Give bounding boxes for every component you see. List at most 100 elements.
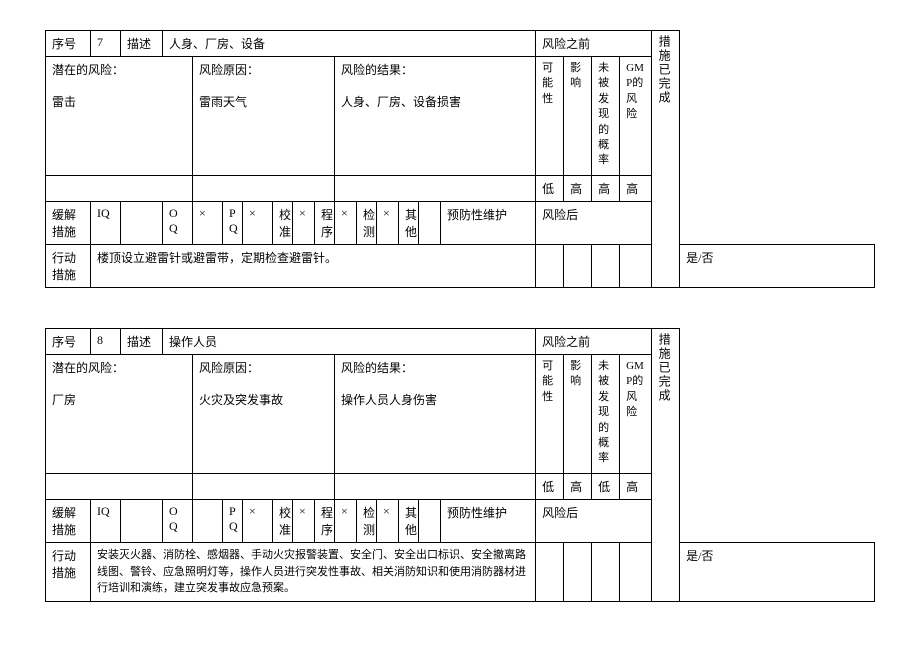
after-4 xyxy=(620,245,652,288)
label-action: 行动措施 xyxy=(46,245,91,288)
label-iq: IQ xyxy=(91,202,121,245)
action-value: 楼顶设立避雷针或避雷带，定期检查避雷针。 xyxy=(91,245,536,288)
yesno-value: 是/否 xyxy=(680,543,875,602)
label-impact: 影响 xyxy=(564,355,592,474)
label-action: 行动措施 xyxy=(46,543,91,602)
label-prog: 程序 xyxy=(315,500,335,543)
prog-x: × xyxy=(335,500,357,543)
cause-cont xyxy=(193,176,335,202)
cause-cell: 风险原因： 雷雨天气 xyxy=(193,57,335,176)
label-result: 风险的结果： xyxy=(341,61,529,78)
cal-x: × xyxy=(293,202,315,245)
label-potential: 潜在的风险： xyxy=(52,359,186,376)
label-possibility: 可能性 xyxy=(536,57,564,176)
oq-x xyxy=(193,500,223,543)
iq-x xyxy=(121,500,163,543)
poss-value: 低 xyxy=(536,474,564,500)
potential-value: 雷击 xyxy=(52,93,186,110)
label-done: 措施已完成 xyxy=(652,31,680,288)
gmp-value: 高 xyxy=(620,176,652,202)
undet-value: 低 xyxy=(592,474,620,500)
label-mitigation: 缓解措施 xyxy=(46,500,91,543)
undet-value: 高 xyxy=(592,176,620,202)
potential-cell: 潜在的风险： 厂房 xyxy=(46,355,193,474)
label-cause: 风险原因： xyxy=(199,359,328,376)
result-value: 人身、厂房、设备损害 xyxy=(341,93,529,110)
iq-x xyxy=(121,202,163,245)
label-insp: 检测 xyxy=(357,202,377,245)
label-before: 风险之前 xyxy=(536,329,652,355)
label-possibility: 可能性 xyxy=(536,355,564,474)
label-gmp: GMP的风险 xyxy=(620,57,652,176)
after-4 xyxy=(620,543,652,602)
after-1 xyxy=(536,543,564,602)
action-value: 安装灭火器、消防栓、感烟器、手动火灾报警装置、安全门、安全出口标识、安全撤离路线… xyxy=(91,543,536,602)
label-other: 其他 xyxy=(399,202,419,245)
label-cal: 校准 xyxy=(273,500,293,543)
label-before: 风险之前 xyxy=(536,31,652,57)
label-after: 风险后 xyxy=(536,202,652,245)
after-2 xyxy=(564,543,592,602)
label-desc: 描述 xyxy=(121,31,163,57)
impact-value: 高 xyxy=(564,474,592,500)
label-result: 风险的结果： xyxy=(341,359,529,376)
label-cause: 风险原因： xyxy=(199,61,328,78)
potential-value: 厂房 xyxy=(52,391,186,408)
label-other: 其他 xyxy=(399,500,419,543)
pq-x: × xyxy=(243,202,273,245)
cause-cont xyxy=(193,474,335,500)
pq-x: × xyxy=(243,500,273,543)
potential-cont xyxy=(46,176,193,202)
result-cell: 风险的结果： 操作人员人身伤害 xyxy=(335,355,536,474)
potential-cont xyxy=(46,474,193,500)
after-2 xyxy=(564,245,592,288)
label-undetected: 未被发现的概率 xyxy=(592,57,620,176)
label-done: 措施已完成 xyxy=(652,329,680,602)
label-pq: PQ xyxy=(223,500,243,543)
label-oq: OQ xyxy=(163,500,193,543)
potential-cell: 潜在的风险： 雷击 xyxy=(46,57,193,176)
seq-value: 7 xyxy=(91,31,121,57)
impact-value: 高 xyxy=(564,176,592,202)
result-value: 操作人员人身伤害 xyxy=(341,391,529,408)
insp-x: × xyxy=(377,500,399,543)
label-potential: 潜在的风险： xyxy=(52,61,186,78)
after-3 xyxy=(592,245,620,288)
result-cont xyxy=(335,176,536,202)
label-desc: 描述 xyxy=(121,329,163,355)
result-cell: 风险的结果： 人身、厂房、设备损害 xyxy=(335,57,536,176)
other-x xyxy=(419,202,441,245)
label-prog: 程序 xyxy=(315,202,335,245)
insp-x: × xyxy=(377,202,399,245)
label-cal: 校准 xyxy=(273,202,293,245)
cal-x: × xyxy=(293,500,315,543)
gmp-value: 高 xyxy=(620,474,652,500)
label-after: 风险后 xyxy=(536,500,652,543)
seq-value: 8 xyxy=(91,329,121,355)
label-impact: 影响 xyxy=(564,57,592,176)
label-oq: OQ xyxy=(163,202,193,245)
label-iq: IQ xyxy=(91,500,121,543)
after-1 xyxy=(536,245,564,288)
risk-table-8: 序号 8 描述 操作人员 风险之前 措施已完成 潜在的风险： 厂房 风险原因： … xyxy=(45,328,875,602)
poss-value: 低 xyxy=(536,176,564,202)
label-gmp: GMP的风险 xyxy=(620,355,652,474)
desc-value: 操作人员 xyxy=(163,329,536,355)
preventive-value: 预防性维护 xyxy=(441,202,536,245)
cause-value: 雷雨天气 xyxy=(199,93,328,110)
preventive-value: 预防性维护 xyxy=(441,500,536,543)
cause-value: 火灾及突发事故 xyxy=(199,391,328,408)
oq-x: × xyxy=(193,202,223,245)
label-mitigation: 缓解措施 xyxy=(46,202,91,245)
label-seq: 序号 xyxy=(46,329,91,355)
yesno-value: 是/否 xyxy=(680,245,875,288)
label-undetected: 未被发现的概率 xyxy=(592,355,620,474)
desc-value: 人身、厂房、设备 xyxy=(163,31,536,57)
cause-cell: 风险原因： 火灾及突发事故 xyxy=(193,355,335,474)
prog-x: × xyxy=(335,202,357,245)
label-seq: 序号 xyxy=(46,31,91,57)
result-cont xyxy=(335,474,536,500)
label-pq: PQ xyxy=(223,202,243,245)
label-insp: 检测 xyxy=(357,500,377,543)
other-x xyxy=(419,500,441,543)
